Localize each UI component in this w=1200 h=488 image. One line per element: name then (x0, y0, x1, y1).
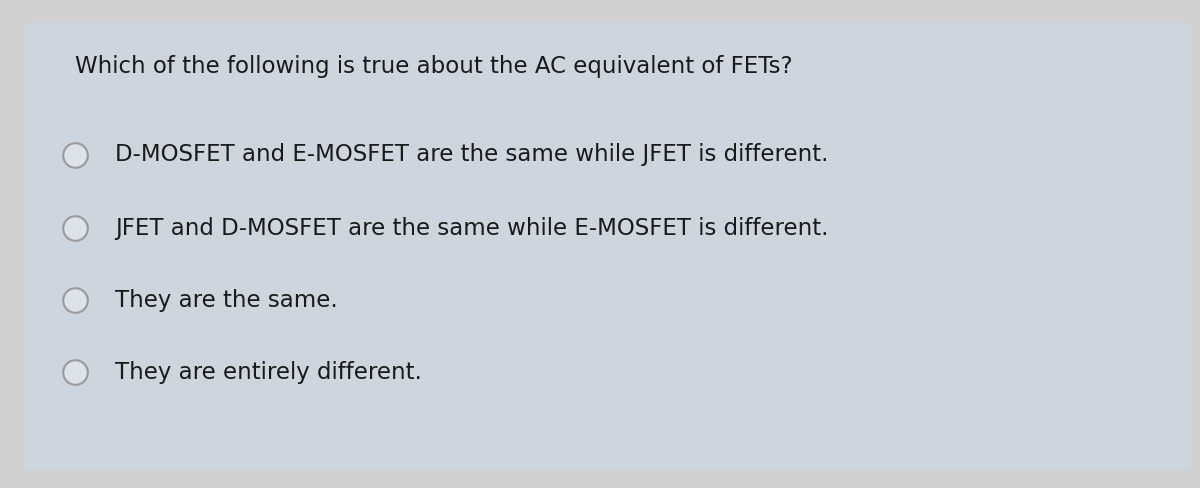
FancyBboxPatch shape (24, 22, 1190, 470)
Text: Which of the following is true about the AC equivalent of FETs?: Which of the following is true about the… (74, 55, 793, 78)
Text: They are entirely different.: They are entirely different. (115, 361, 422, 384)
Point (65, 151, 84, 159)
Point (65, 296, 84, 304)
Text: They are the same.: They are the same. (115, 288, 337, 311)
Point (65, 224, 84, 232)
Text: D-MOSFET and E-MOSFET are the same while JFET is different.: D-MOSFET and E-MOSFET are the same while… (115, 143, 828, 166)
Point (65, 368, 84, 376)
Text: JFET and D-MOSFET are the same while E-MOSFET is different.: JFET and D-MOSFET are the same while E-M… (115, 217, 828, 240)
